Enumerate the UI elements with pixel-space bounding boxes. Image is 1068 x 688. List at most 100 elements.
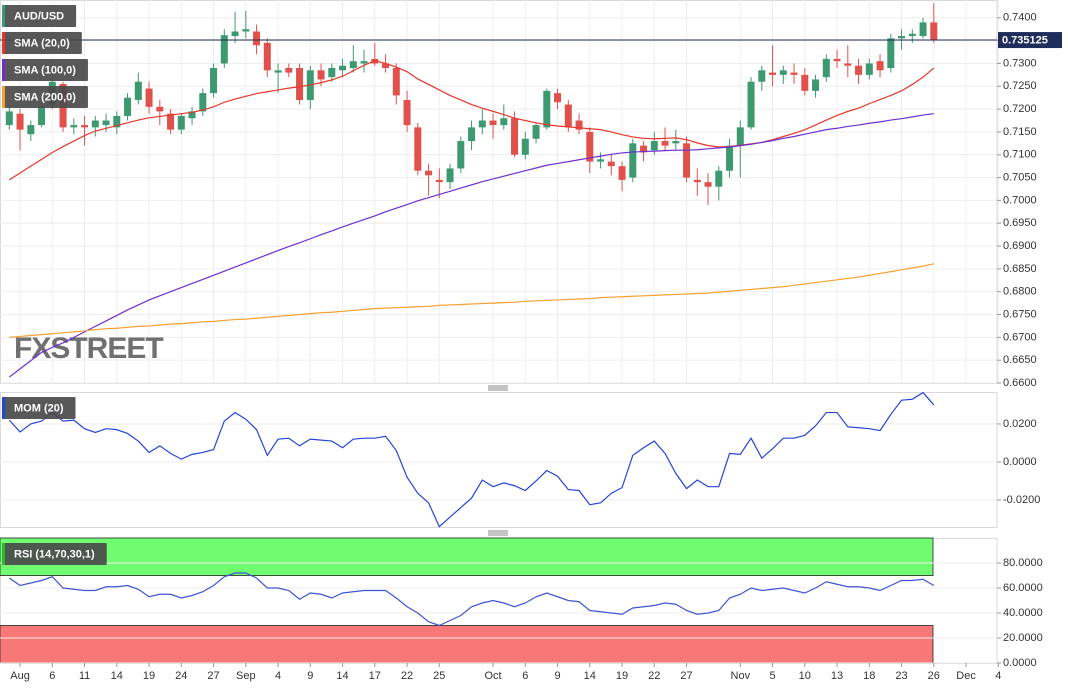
line-series [8,60,935,181]
x-tick-label: 27 [680,670,692,682]
y-tick-label: 0.6850 [1003,263,1037,275]
x-tick-label: 9 [307,670,313,682]
candle-body [661,141,669,146]
candle-body [349,61,357,69]
legend-item: MOM (20) [2,397,76,419]
y-tick-label: 60.0000 [1003,582,1043,594]
legend-text: RSI (14,70,30,1) [14,548,95,560]
candle-body [81,125,89,128]
y-tick-label: 0.0000 [1003,657,1037,669]
legend-swatch [2,543,5,565]
y-tick-label: 0.7150 [1003,126,1037,138]
x-tick-label: 18 [863,670,875,682]
legend-item: AUD/USD [2,5,77,27]
candle-body [672,141,680,144]
candle-body [575,120,583,130]
legend-text: AUD/USD [14,10,64,22]
candle-body [769,72,777,75]
y-tick-label: 0.6900 [1003,240,1037,252]
candle-body [478,120,486,128]
y-tick-label: 0.7400 [1003,12,1037,24]
candle-body [231,31,239,37]
legend-box [2,397,76,419]
candle-body [640,145,648,153]
candle-body [822,58,830,78]
candle-body [758,70,766,82]
candle-body [274,70,282,73]
candle-body [876,61,884,71]
x-tick-label: 23 [895,670,907,682]
x-tick-label: 6 [522,670,528,682]
candle-body [285,68,293,73]
legend-box [2,86,88,108]
y-tick-label: 0.7200 [1003,103,1037,115]
candle-body [564,104,572,128]
candle-body [887,38,895,69]
candle-body [392,68,400,96]
panel-frame [0,392,998,528]
legend-item: RSI (14,70,30,1) [2,543,107,565]
candle-body [683,143,691,178]
y-tick-label: 0.6650 [1003,354,1037,366]
candle-body [736,127,744,146]
candle-body [597,159,605,162]
candle-body [543,90,551,128]
legend-text: MOM (20) [14,402,64,414]
candle-body [16,113,24,130]
candle-body [930,22,938,41]
candle-body [263,42,271,71]
candle-body [425,170,433,176]
candle-body [145,88,153,107]
y-tick-label: 40.0000 [1003,607,1043,619]
line-series [8,113,934,378]
candle-body [607,161,615,167]
candle-body [715,170,723,187]
candle-body [296,68,304,100]
legend-text: SMA (20,0) [14,37,70,49]
candle-body [844,63,852,66]
y-tick-label: 0.6950 [1003,217,1037,229]
last-price-label: 0.735125 [1002,34,1048,46]
legend-box [2,543,107,565]
candle-body [865,63,873,75]
x-tick-label: 22 [401,670,413,682]
plot-layer: FXSTREET [0,0,999,664]
candle-body [693,179,701,183]
candle-body [360,61,368,64]
panel-handles [488,385,508,536]
candle-body [199,93,207,112]
x-tick-label: 17 [369,670,381,682]
candle-body [511,118,519,155]
candle-body [833,58,841,62]
x-tick-label: 4 [995,670,1001,682]
candle-body [102,120,110,126]
candle-body [382,63,390,69]
candle-body [500,118,508,126]
candle-body [554,93,562,103]
rsi-band [0,625,934,664]
legend-item: SMA (200,0) [2,86,88,108]
y-tick-label: -0.0200 [1003,494,1040,506]
candle-body [812,79,820,91]
candle-body [747,81,755,128]
candle-body [242,29,250,32]
x-tick-label: Dec [956,670,976,682]
candle-body [704,182,712,187]
legend-swatch [2,86,5,108]
y-tick-label: 0.7050 [1003,171,1037,183]
y-tick-label: 0.6600 [1003,377,1037,389]
line-series [8,391,935,528]
rsi-band [0,537,934,576]
candle-body [38,106,46,126]
candle-body [91,120,99,128]
line-series [8,572,935,627]
legend-swatch [2,5,5,27]
x-tick-label: 10 [799,670,811,682]
y-tick-label: 0.7000 [1003,194,1037,206]
candle-body [919,22,927,37]
candle-body [317,70,325,80]
candle-body [650,141,658,151]
y-tick-label: 0.7250 [1003,80,1037,92]
